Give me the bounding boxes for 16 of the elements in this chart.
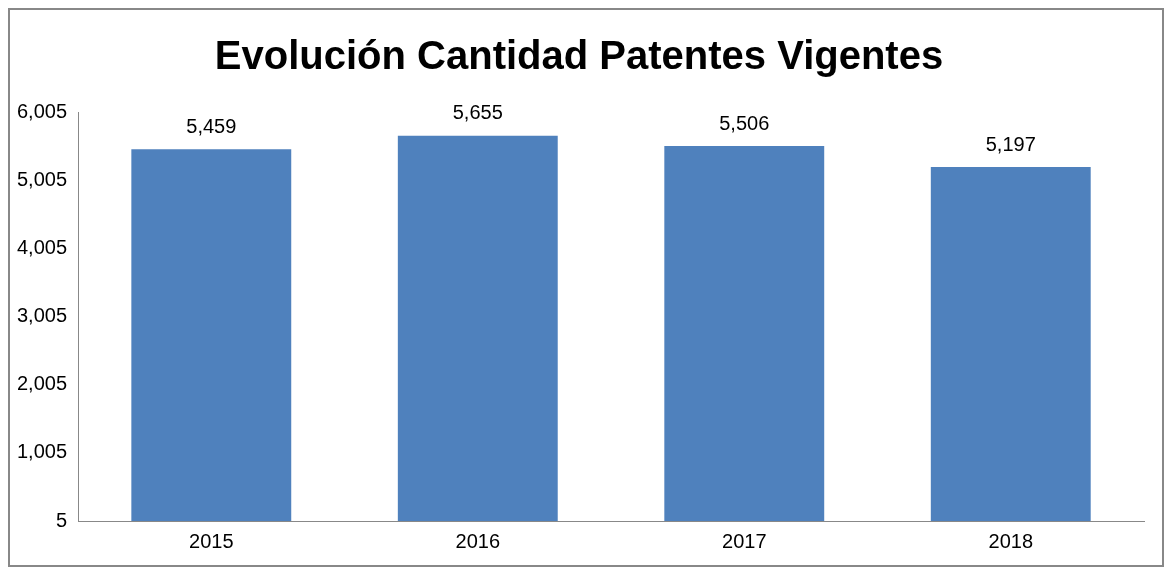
data-label: 5,459 bbox=[186, 114, 237, 137]
data-label: 5,655 bbox=[452, 101, 503, 124]
y-tick-label: 3,005 bbox=[16, 304, 68, 327]
chart-title: Evolución Cantidad Patentes Vigentes bbox=[214, 33, 944, 78]
y-tick-label: 4,005 bbox=[16, 235, 68, 258]
y-tick-label: 5 bbox=[55, 508, 68, 531]
x-tick-label: 2016 bbox=[455, 529, 501, 552]
y-tick-label: 5,005 bbox=[16, 167, 68, 190]
x-tick-label: 2018 bbox=[988, 529, 1034, 552]
y-tick-label: 2,005 bbox=[16, 372, 68, 395]
y-tick-label: 6,005 bbox=[16, 99, 68, 122]
x-tick-label: 2017 bbox=[722, 529, 767, 552]
data-label: 5,197 bbox=[985, 132, 1036, 155]
y-tick-label: 1,005 bbox=[16, 440, 68, 463]
x-tick-label: 2015 bbox=[189, 529, 234, 552]
data-label: 5,506 bbox=[719, 111, 770, 134]
